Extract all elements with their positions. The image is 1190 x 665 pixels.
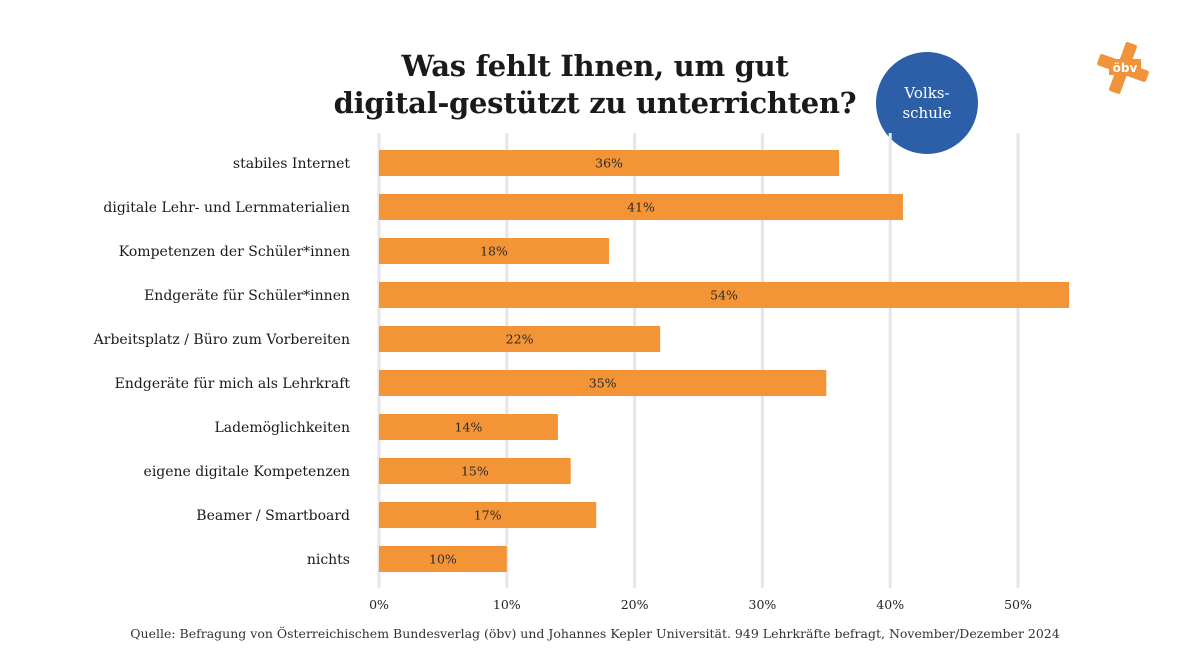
bar (379, 414, 558, 440)
source-note: Quelle: Befragung von Österreichischem B… (130, 626, 1060, 641)
bar (379, 326, 661, 352)
category-label: Endgeräte für Schüler*innen (144, 288, 350, 304)
bar-value-label: 15% (461, 464, 489, 479)
x-tick-label: 20% (621, 597, 649, 612)
bar-value-label: 36% (595, 156, 623, 171)
bar-value-label: 41% (627, 200, 655, 215)
category-label: stabiles Internet (233, 156, 350, 172)
bar (379, 458, 571, 484)
category-label: eigene digitale Kompetenzen (144, 464, 350, 480)
badge-line-2: schule (902, 104, 952, 122)
x-tick-label: 30% (749, 597, 777, 612)
bar (379, 282, 1070, 308)
badge-line-1: Volks- (904, 84, 950, 102)
category-label: digitale Lehr- und Lernmaterialien (103, 200, 350, 216)
category-label: Arbeitsplatz / Büro zum Vorbereiten (93, 332, 350, 348)
bar-value-label: 17% (474, 508, 502, 523)
bar (379, 238, 610, 264)
logo-text: öbv (1113, 61, 1138, 75)
category-label: nichts (307, 552, 350, 568)
category-label: Beamer / Smartboard (196, 508, 350, 524)
category-label: Kompetenzen der Schüler*innen (119, 244, 350, 260)
chart-title: Was fehlt Ihnen, um gut digital-gestützt… (300, 48, 890, 122)
bar (379, 150, 840, 176)
x-tick-label: 0% (369, 597, 389, 612)
x-tick-label: 10% (493, 597, 521, 612)
obv-logo-icon: öbv (1097, 42, 1149, 94)
bar (379, 370, 827, 396)
chart-title-line-2: digital-gestützt zu unterrichten? (333, 86, 857, 120)
x-tick-label: 50% (1004, 597, 1032, 612)
bar (379, 194, 903, 220)
bar-value-label: 22% (506, 332, 534, 347)
bar-value-label: 18% (480, 244, 508, 259)
bar-value-label: 54% (710, 288, 738, 303)
bar (379, 502, 597, 528)
x-tick-label: 40% (876, 597, 904, 612)
bar-value-label: 10% (429, 552, 457, 567)
bar-value-label: 35% (589, 376, 617, 391)
chart-title-line-1: Was fehlt Ihnen, um gut (401, 49, 789, 83)
category-label: Endgeräte für mich als Lehrkraft (115, 376, 351, 392)
bar-value-label: 14% (455, 420, 483, 435)
category-label: Lademöglichkeiten (214, 420, 350, 436)
bar (379, 546, 507, 572)
school-type-badge: Volks- schule (876, 52, 978, 154)
